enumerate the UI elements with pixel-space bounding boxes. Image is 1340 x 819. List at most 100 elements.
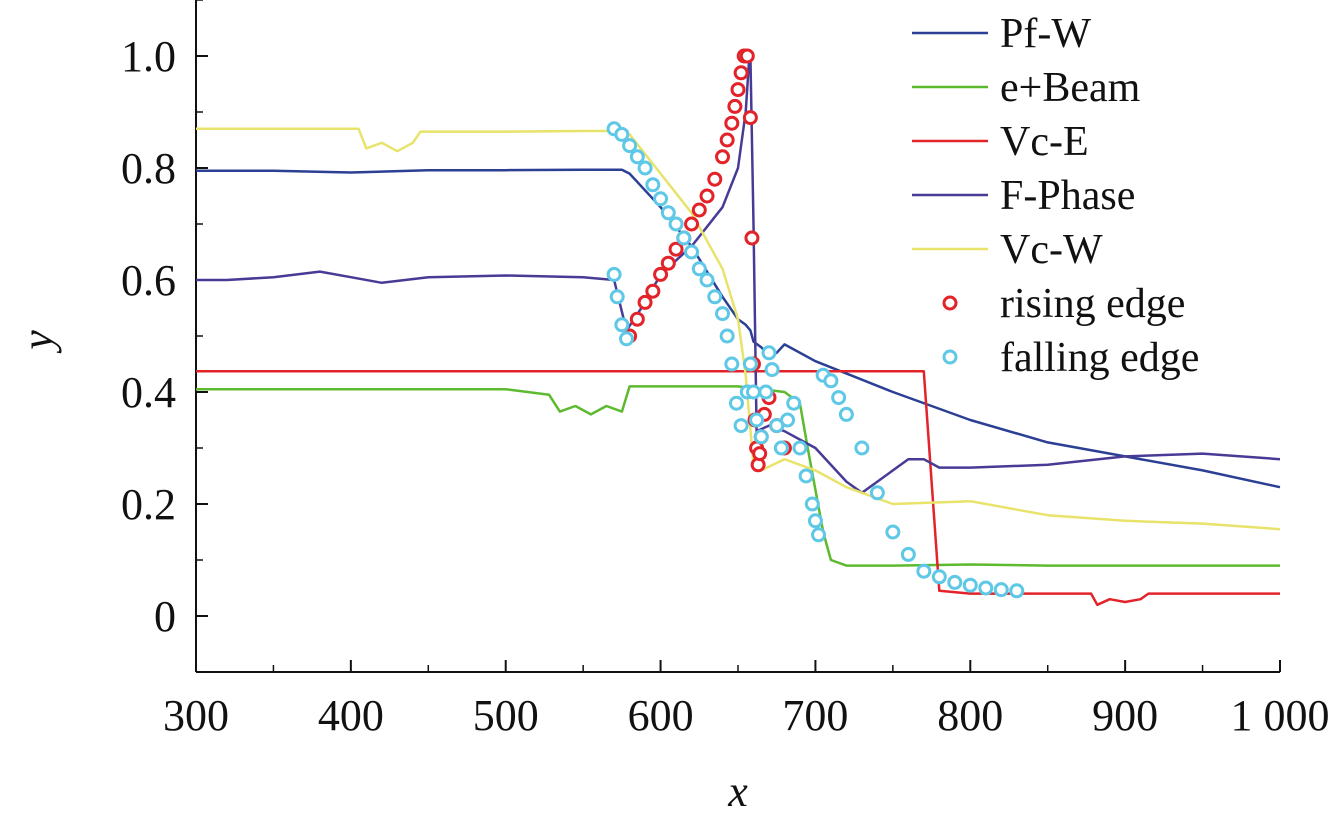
series-point-6 — [715, 306, 731, 322]
series-point-6 — [719, 328, 735, 344]
x-tick-label: 800 — [937, 691, 1003, 740]
series-point-6 — [916, 563, 932, 579]
series-point-5 — [742, 110, 758, 126]
series-point-5 — [727, 98, 743, 114]
series-point-7 — [606, 266, 622, 282]
series-point-5 — [660, 255, 676, 271]
series-point-6 — [947, 574, 963, 590]
x-tick-label: 300 — [163, 691, 229, 740]
series-point-6 — [758, 384, 774, 400]
series-points — [606, 48, 1025, 599]
series-point-5 — [724, 115, 740, 131]
series-point-6 — [629, 149, 645, 165]
series-point-6 — [823, 373, 839, 389]
series-point-6 — [699, 272, 715, 288]
legend: Pf-W e+Beam Vc-E F-Phase Vc-W rising edge fall… — [912, 11, 1199, 381]
series-point-7 — [614, 317, 630, 333]
series-point-5 — [744, 230, 760, 246]
series-point-6 — [885, 524, 901, 540]
series-point-5 — [684, 216, 700, 232]
series-point-5 — [645, 283, 661, 299]
series-point-6 — [745, 384, 761, 400]
series-point-6 — [962, 577, 978, 593]
series-point-6 — [831, 390, 847, 406]
series-point-5 — [653, 266, 669, 282]
series-point-5 — [699, 188, 715, 204]
x-tick-label: 700 — [782, 691, 848, 740]
series-point-6 — [733, 418, 749, 434]
series-point-6 — [761, 345, 777, 361]
series-point-6 — [838, 406, 854, 422]
series-point-6 — [780, 412, 796, 428]
series-point-6 — [614, 126, 630, 142]
legend-label: Pf-W — [1000, 11, 1091, 57]
series-point-6 — [804, 496, 820, 512]
series-point-6 — [637, 160, 653, 176]
series-point-6 — [807, 513, 823, 529]
series-point-6 — [742, 356, 758, 372]
series-point-6 — [660, 205, 676, 221]
series-point-7 — [619, 331, 635, 347]
series-point-7 — [609, 289, 625, 305]
legend-label: rising edge — [1000, 281, 1185, 327]
y-tick-label: 1.0 — [121, 32, 176, 81]
series-point-6 — [728, 395, 744, 411]
series-point-6 — [773, 440, 789, 456]
axes: 300 400 500 600 700 800 900 1 000 0 0.2 0.4 0.6 0.8 1… — [13, 0, 1330, 816]
series-point-6 — [676, 230, 692, 246]
series-point-6 — [792, 440, 808, 456]
series-point-6 — [854, 440, 870, 456]
x-tick-label: 500 — [473, 691, 539, 740]
legend-label: F-Phase — [1000, 173, 1135, 219]
series-point-6 — [724, 356, 740, 372]
legend-label: Vc-E — [1000, 119, 1089, 165]
series-point-6 — [707, 289, 723, 305]
series-point-5 — [733, 65, 749, 81]
x-axis-label: x — [727, 767, 748, 816]
legend-swatch-5 — [942, 295, 958, 311]
series-point-6 — [786, 395, 802, 411]
series-point-6 — [978, 580, 994, 596]
series-point-6 — [622, 138, 638, 154]
series-point-5 — [691, 202, 707, 218]
y-tick-label: 0.8 — [121, 144, 176, 193]
y-tick-label: 0.6 — [121, 256, 176, 305]
x-tick-label: 400 — [318, 691, 384, 740]
series-point-6 — [645, 177, 661, 193]
legend-label: Vc-W — [1000, 227, 1103, 273]
legend-label: e+Beam — [1000, 65, 1141, 111]
series-point-6 — [668, 216, 684, 232]
legend-label: falling edge — [1000, 335, 1199, 381]
series-point-6 — [798, 468, 814, 484]
series-point-6 — [811, 527, 827, 543]
x-tick-label: 600 — [628, 691, 694, 740]
y-tick-label: 0.4 — [121, 368, 176, 417]
series-point-6 — [869, 485, 885, 501]
series-point-6 — [653, 191, 669, 207]
series-line-2 — [196, 370, 1280, 607]
x-tick-label: 900 — [1092, 691, 1158, 740]
series-line-1 — [196, 385, 1280, 567]
series-point-5 — [730, 82, 746, 98]
series-point-5 — [715, 149, 731, 165]
series-lines — [196, 54, 1281, 607]
series-point-6 — [691, 261, 707, 277]
y-tick-label: 0 — [154, 592, 176, 641]
series-line-0 — [196, 168, 1281, 489]
series-point-6 — [931, 569, 947, 585]
series-point-6 — [753, 429, 769, 445]
series-point-5 — [637, 294, 653, 310]
series-point-5 — [629, 311, 645, 327]
series-point-5 — [707, 171, 723, 187]
y-axis-label: y — [13, 330, 62, 354]
series-point-6 — [900, 546, 916, 562]
series-point-5 — [719, 132, 735, 148]
series-line-4 — [196, 127, 1281, 531]
series-point-6 — [993, 582, 1009, 598]
series-point-6 — [1009, 583, 1025, 599]
series-point-5 — [739, 48, 755, 64]
x-tick-label: 1 000 — [1231, 691, 1330, 740]
series-point-6 — [684, 244, 700, 260]
series-point-6 — [749, 412, 765, 428]
